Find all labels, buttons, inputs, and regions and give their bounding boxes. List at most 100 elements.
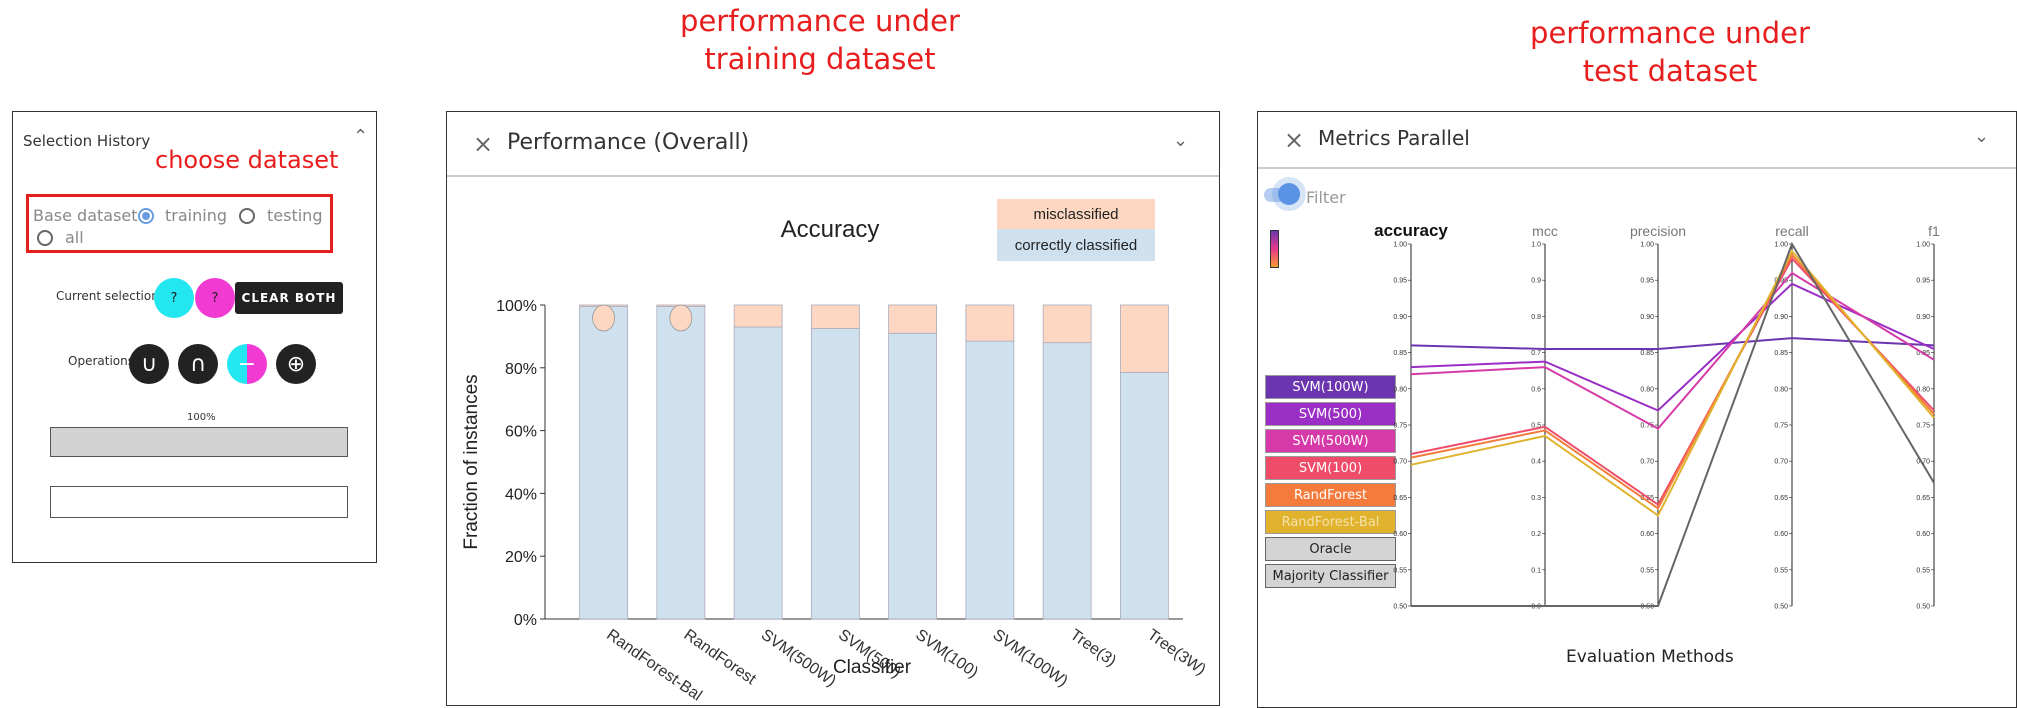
axis-tick-label: 0.90 bbox=[1774, 314, 1788, 321]
empty-input-box[interactable] bbox=[50, 486, 348, 518]
legend-item-svm-500-[interactable]: SVM(500) bbox=[1265, 402, 1396, 426]
performance-title: Performance (Overall) bbox=[507, 130, 750, 155]
axis-tick-label: 1.00 bbox=[1774, 242, 1788, 249]
axis-tick-label: 0.60 bbox=[1774, 531, 1788, 538]
radio-all[interactable] bbox=[37, 230, 53, 246]
x-axis-label: Classifier bbox=[833, 657, 912, 678]
chevron-down-icon[interactable]: ⌄ bbox=[1173, 130, 1189, 151]
metrics-title: Metrics Parallel bbox=[1318, 126, 1470, 150]
axis-tick-label: 0.6 bbox=[1531, 386, 1541, 393]
axis-tick-label: 0.80 bbox=[1774, 386, 1788, 393]
performance-panel: × Performance (Overall) ⌄ Accuracy miscla… bbox=[446, 111, 1220, 706]
legend-label-misclassified: misclassified bbox=[1033, 206, 1118, 223]
axis-tick-label: 0.50 bbox=[1916, 604, 1930, 611]
y-tick-label: 80% bbox=[505, 361, 537, 378]
axis-tick-label: 0.65 bbox=[1393, 495, 1407, 502]
axis-tick-label: 0.75 bbox=[1393, 423, 1407, 430]
x-tick-label: RandForest bbox=[681, 626, 760, 688]
panel-divider bbox=[1258, 167, 2016, 169]
intersect-button[interactable]: ∩ bbox=[178, 344, 218, 384]
bar-misclassified bbox=[733, 304, 783, 328]
selection-history-title: Selection History bbox=[23, 132, 151, 150]
legend-item-oracle[interactable]: Oracle bbox=[1265, 537, 1396, 561]
x-tick-label: SVM(100W) bbox=[990, 626, 1071, 690]
x-tick-label: Tree(3W) bbox=[1144, 626, 1209, 678]
bar-correct bbox=[1042, 342, 1092, 620]
bar-misclassified bbox=[888, 304, 938, 334]
axis-tick-label: 0.90 bbox=[1640, 314, 1654, 321]
collapse-chevron-icon[interactable]: ⌃ bbox=[353, 126, 369, 147]
filter-toggle[interactable] bbox=[1264, 183, 1300, 205]
radio-testing-label: testing bbox=[267, 206, 323, 225]
y-tick-label: 0% bbox=[514, 612, 537, 629]
selection-b-button[interactable]: ? bbox=[195, 278, 235, 318]
panel-divider bbox=[447, 175, 1219, 177]
filter-toggle-knob bbox=[1278, 183, 1300, 205]
axis-tick-label: 0.95 bbox=[1640, 278, 1654, 285]
axis-tick-label: 0.1 bbox=[1531, 567, 1541, 574]
caption-choose-dataset: choose dataset bbox=[155, 146, 339, 174]
selection-a-button[interactable]: ? bbox=[154, 278, 194, 318]
legend-item-majority-classifier[interactable]: Majority Classifier bbox=[1265, 564, 1396, 588]
x-tick-label: Tree(3) bbox=[1067, 626, 1119, 670]
operations-label: Operations bbox=[68, 354, 134, 368]
axis-tick-label: 0.9 bbox=[1531, 278, 1541, 285]
bar-correct bbox=[810, 328, 860, 620]
progress-bar-fill bbox=[51, 428, 347, 456]
legend-item-randforest[interactable]: RandForest bbox=[1265, 483, 1396, 507]
axis-tick-label: 0.85 bbox=[1640, 350, 1654, 357]
chart-title: Accuracy bbox=[781, 216, 880, 243]
bar-marker bbox=[669, 304, 693, 332]
bar-marker bbox=[592, 304, 616, 332]
color-scale-icon bbox=[1270, 230, 1279, 268]
axis-tick-label: 0.90 bbox=[1916, 314, 1930, 321]
xor-button[interactable]: ⊕ bbox=[276, 344, 316, 384]
radio-training[interactable] bbox=[138, 208, 154, 224]
series-line-majority-classifier bbox=[1411, 241, 1935, 607]
caption-test: performance under test dataset bbox=[1500, 14, 1840, 90]
legend-item-randforest-bal[interactable]: RandForest-Bal bbox=[1265, 510, 1396, 534]
legend-item-svm-100w-[interactable]: SVM(100W) bbox=[1265, 375, 1396, 399]
axis-tick-label: 0.7 bbox=[1531, 350, 1541, 357]
axis-tick-label: 0.8 bbox=[1531, 314, 1541, 321]
axis-tick-label: 0.50 bbox=[1393, 604, 1407, 611]
axis-tick-label: 0.95 bbox=[1916, 278, 1930, 285]
dataset-highlight-box bbox=[26, 194, 333, 253]
legend-item-svm-500w-[interactable]: SVM(500W) bbox=[1265, 429, 1396, 453]
metrics-panel: × Metrics Parallel ⌄ Filter SVM(100W) SVM… bbox=[1257, 111, 2017, 708]
axis-tick-label: 0.5 bbox=[1531, 423, 1541, 430]
y-tick-label: 20% bbox=[505, 549, 537, 566]
legend-item-svm-100-[interactable]: SVM(100) bbox=[1265, 456, 1396, 480]
axis-tick-label: 0.55 bbox=[1774, 567, 1788, 574]
axis-tick-label: 0.55 bbox=[1393, 567, 1407, 574]
difference-button[interactable]: − bbox=[227, 344, 267, 384]
chevron-down-icon[interactable]: ⌄ bbox=[1974, 126, 1990, 147]
bar-misclassified bbox=[1119, 304, 1169, 373]
close-icon[interactable]: × bbox=[1284, 126, 1305, 154]
base-dataset-label: Base dataset bbox=[33, 206, 138, 225]
axis-title-accuracy: accuracy bbox=[1374, 222, 1448, 240]
axis-tick-label: 0.65 bbox=[1916, 495, 1930, 502]
bar-correct bbox=[1119, 372, 1169, 620]
y-axis-label: Fraction of instances bbox=[461, 374, 482, 549]
axis-tick-label: 0.70 bbox=[1916, 459, 1930, 466]
close-icon[interactable]: × bbox=[473, 130, 494, 158]
series-line-svm-100w- bbox=[1410, 337, 1935, 350]
bar-correct bbox=[579, 306, 629, 620]
axis-tick-label: 1.00 bbox=[1393, 242, 1407, 249]
axis-tick-label: 0.55 bbox=[1640, 567, 1654, 574]
radio-testing[interactable] bbox=[239, 208, 255, 224]
legend-label-correct: correctly classified bbox=[1015, 237, 1138, 254]
series-line-svm-100- bbox=[1410, 256, 1935, 507]
x-tick-label: SVM(100) bbox=[912, 626, 981, 681]
axis-tick-label: 0.70 bbox=[1393, 459, 1407, 466]
clear-both-button[interactable]: CLEAR BOTH bbox=[235, 282, 343, 314]
axis-tick-label: 1.00 bbox=[1640, 242, 1654, 249]
axis-tick-label: 0.55 bbox=[1916, 567, 1930, 574]
union-button[interactable]: ∪ bbox=[129, 344, 169, 384]
caption-test-line2: test dataset bbox=[1582, 54, 1758, 88]
axis-tick-label: 0.70 bbox=[1774, 459, 1788, 466]
progress-bar bbox=[50, 427, 348, 457]
current-selections-label: Current selections bbox=[56, 289, 166, 303]
bar-misclassified bbox=[1042, 304, 1092, 344]
